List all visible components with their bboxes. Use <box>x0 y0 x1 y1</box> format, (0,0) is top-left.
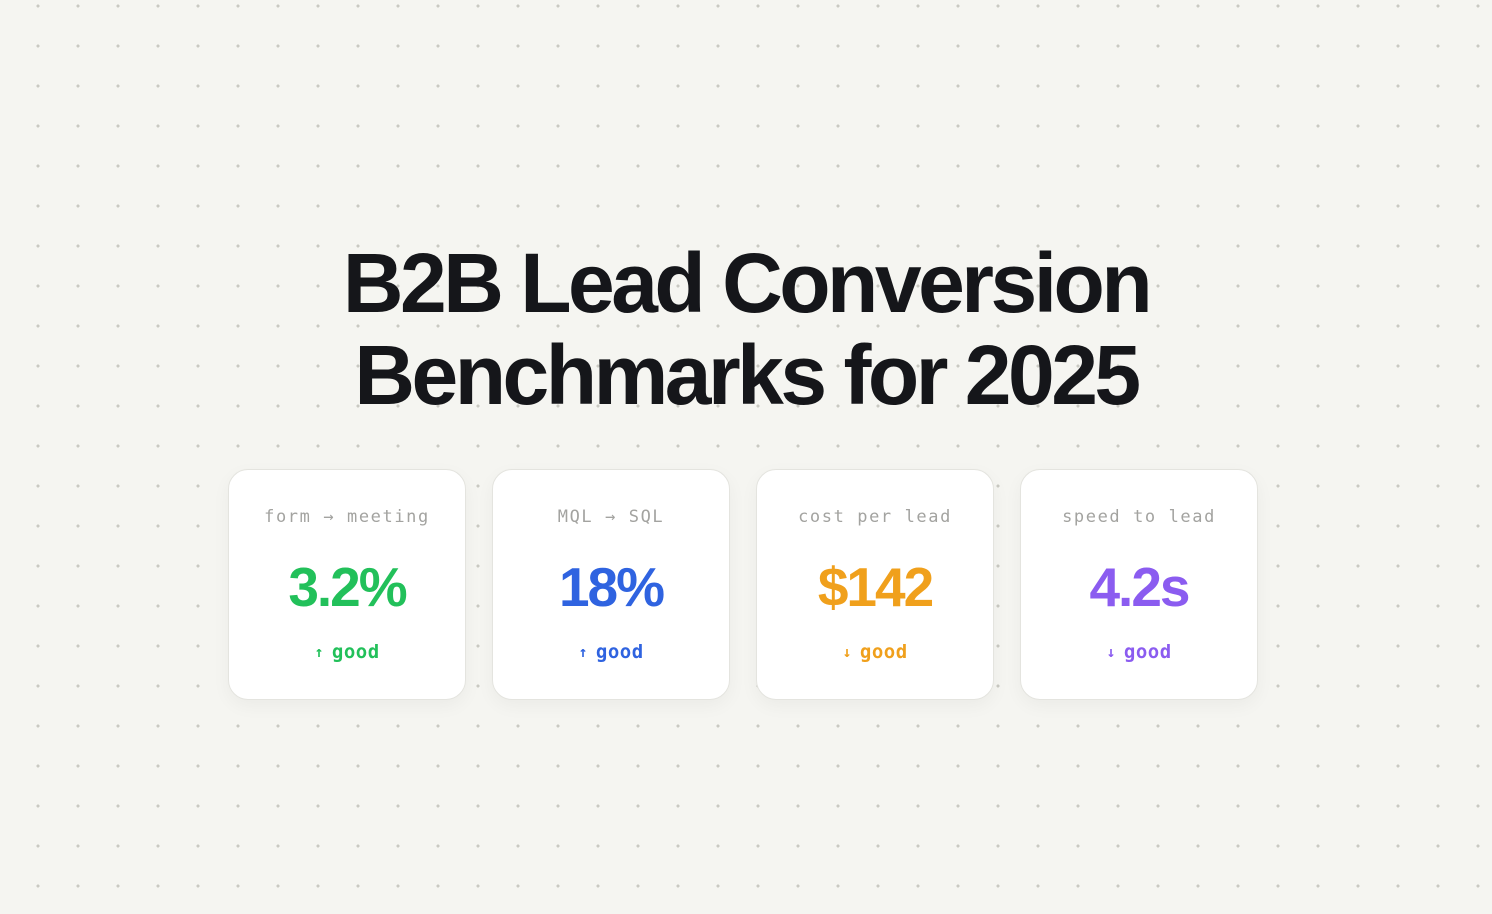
metric-card-speed-to-lead: speed to lead 4.2s ↓ good <box>1020 469 1258 700</box>
metric-value: 4.2s <box>1089 556 1190 618</box>
metric-trend: ↑ good <box>229 640 465 665</box>
arrow-up-icon: ↑ <box>578 643 588 661</box>
trend-label: good <box>859 641 908 663</box>
page-title: B2B Lead Conversion Benchmarks for 2025 <box>0 237 1492 421</box>
page-title-line-2: Benchmarks for 2025 <box>354 328 1141 422</box>
page-title-line-1: B2B Lead Conversion <box>342 236 1153 330</box>
metric-card-mql-sql: MQL → SQL 18% ↑ good <box>492 469 730 700</box>
trend-label: good <box>595 641 644 663</box>
arrow-down-icon: ↓ <box>1106 643 1116 661</box>
metric-label: cost per lead <box>798 507 952 527</box>
metric-value: 18% <box>558 556 665 618</box>
metric-trend: ↑ good <box>493 640 729 665</box>
metric-value: $142 <box>817 556 934 618</box>
arrow-down-icon: ↓ <box>842 643 852 661</box>
metric-trend: ↓ good <box>1021 640 1257 665</box>
metric-label: form → meeting <box>264 507 430 527</box>
metric-value: 3.2% <box>288 556 407 618</box>
metric-card-cost-per-lead: cost per lead $142 ↓ good <box>756 469 994 700</box>
arrow-up-icon: ↑ <box>314 643 324 661</box>
trend-label: good <box>1123 641 1172 663</box>
metric-cards: form → meeting 3.2% ↑ good MQL → SQL 18% … <box>228 469 1258 700</box>
metric-trend: ↓ good <box>757 640 993 665</box>
trend-label: good <box>331 641 380 663</box>
metric-card-form-meeting: form → meeting 3.2% ↑ good <box>228 469 466 700</box>
metric-label: speed to lead <box>1062 507 1216 527</box>
metric-label: MQL → SQL <box>557 507 665 527</box>
